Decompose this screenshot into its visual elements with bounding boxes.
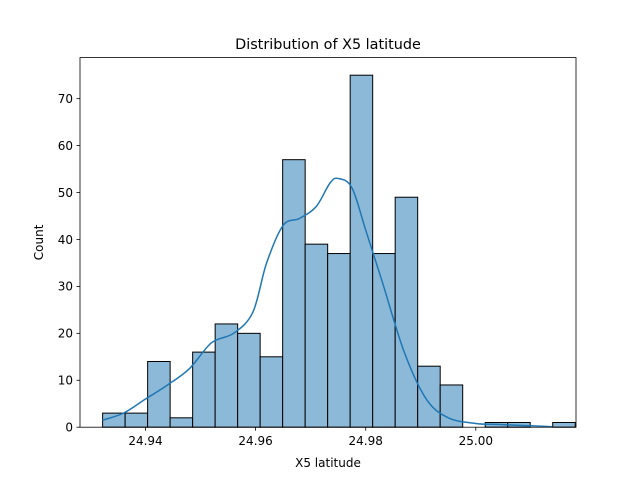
x-tick-label: 24.94 bbox=[128, 434, 162, 448]
y-tick-label: 40 bbox=[58, 233, 73, 247]
y-axis-ticks: 0 10 20 30 40 50 60 70 bbox=[58, 92, 80, 435]
y-tick-label: 50 bbox=[58, 186, 73, 200]
x-axis-ticks: 24.94 24.96 24.98 25.00 bbox=[128, 427, 493, 448]
y-axis-label: Count bbox=[32, 224, 46, 260]
chart-title: Distribution of X5 latitude bbox=[235, 37, 421, 53]
histogram-bar bbox=[237, 332, 261, 428]
x-tick-label: 25.00 bbox=[459, 434, 493, 448]
histogram-bar bbox=[102, 412, 126, 428]
histogram-bar bbox=[327, 253, 351, 428]
histogram-bar bbox=[169, 417, 194, 428]
x-axis-label: X5 latitude bbox=[295, 456, 361, 470]
y-tick-label: 60 bbox=[58, 139, 73, 153]
histogram-bar bbox=[147, 360, 171, 428]
x-tick-label: 24.98 bbox=[349, 434, 383, 448]
y-tick-label: 20 bbox=[58, 327, 73, 341]
histogram-bar bbox=[372, 253, 396, 428]
y-tick-label: 10 bbox=[58, 374, 73, 388]
y-tick-label: 30 bbox=[58, 280, 73, 294]
histogram-bar bbox=[304, 243, 329, 428]
histogram-bar bbox=[417, 365, 441, 428]
histogram-bar bbox=[394, 196, 419, 428]
y-tick-label: 0 bbox=[65, 421, 73, 435]
histogram-bar bbox=[552, 422, 576, 428]
plot-frame bbox=[79, 57, 577, 428]
histogram-bar bbox=[259, 356, 284, 428]
histogram-bar bbox=[124, 412, 149, 428]
kde-curve bbox=[102, 177, 553, 428]
histogram-bar bbox=[282, 159, 306, 428]
x-tick-label: 24.96 bbox=[238, 434, 272, 448]
histogram-bar bbox=[349, 74, 374, 428]
y-tick-label: 70 bbox=[58, 92, 73, 106]
histogram-bars bbox=[102, 74, 576, 428]
histogram-bar bbox=[192, 351, 216, 428]
